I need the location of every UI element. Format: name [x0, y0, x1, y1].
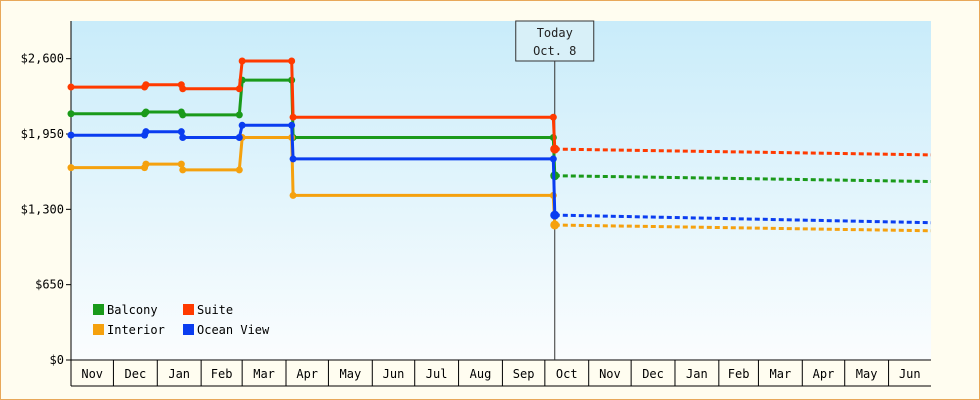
y-tick-label: $650: [35, 278, 64, 292]
suite-point: [238, 57, 246, 65]
x-tick-label: May: [340, 367, 362, 381]
legend-label-interior: Interior: [107, 323, 165, 337]
interior-forecast-line: [554, 223, 932, 233]
legend-label-balcony: Balcony: [107, 303, 158, 317]
suite-point: [550, 144, 560, 154]
legend-swatch-interior: [93, 324, 104, 335]
x-tick-label: Nov: [599, 367, 621, 381]
suite-forecast-line: [554, 147, 932, 157]
ocean-view-point: [549, 155, 557, 163]
interior-point: [142, 160, 150, 168]
axes: $0 $650 $1,300 $1,950 $2,600 Nov Dec Jan Feb Mar A…: [21, 21, 931, 387]
y-tick-label: $1,300: [21, 202, 64, 216]
suite-point: [235, 85, 243, 93]
balcony-point: [67, 110, 75, 118]
legend-swatch-suite: [183, 304, 194, 315]
y-tick-label: $0: [50, 353, 64, 367]
ocean-view-point: [289, 155, 297, 163]
y-tick-label: $1,950: [21, 127, 64, 141]
y-tick-label: $2,600: [21, 52, 64, 66]
x-tick-label: Oct: [556, 367, 578, 381]
x-tick-label: Nov: [81, 367, 103, 381]
x-tick-label: Aug: [470, 367, 492, 381]
interior-point: [179, 166, 187, 174]
series-layer: [67, 57, 932, 233]
x-tick-label: Jan: [686, 367, 708, 381]
today-marker: Today Oct. 8: [515, 20, 595, 360]
ocean-view-point: [179, 133, 187, 141]
today-label-line2: Oct. 8: [533, 44, 576, 58]
ocean-view-point: [235, 133, 243, 141]
balcony-point: [142, 108, 150, 116]
ocean-view-point: [142, 128, 150, 136]
suite-point: [549, 113, 557, 121]
legend-swatch-balcony: [93, 304, 104, 315]
ocean-view-point: [550, 210, 560, 220]
x-tick-label: Dec: [642, 367, 664, 381]
suite-point: [142, 81, 150, 89]
suite-point: [179, 85, 187, 93]
x-tick-label: Sep: [513, 367, 535, 381]
ocean-view-point: [238, 121, 246, 129]
legend-label-ocean-view: Ocean View: [197, 323, 270, 337]
legend-label-suite: Suite: [197, 303, 233, 317]
interior-point: [550, 220, 560, 230]
x-tick-label: Dec: [125, 367, 147, 381]
x-tick-label: Apr: [813, 367, 835, 381]
ocean-view-point: [177, 128, 185, 136]
x-tick-label: Feb: [211, 367, 233, 381]
legend-swatch-ocean-view: [183, 324, 194, 335]
x-tick-label: Jan: [168, 367, 190, 381]
balcony-point: [179, 111, 187, 119]
plot-area: [71, 21, 931, 360]
ocean-view-point: [67, 131, 75, 139]
interior-point: [235, 166, 243, 174]
x-tick-label: Feb: [728, 367, 750, 381]
ocean-view-forecast-line: [554, 213, 932, 225]
today-label-box: [515, 20, 595, 62]
x-tick-label: Jun: [383, 367, 405, 381]
today-label-line1: Today: [537, 26, 573, 40]
balcony-forecast-line: [554, 174, 932, 183]
suite-point: [289, 113, 297, 121]
interior-point: [289, 191, 297, 199]
series-interior: [67, 133, 932, 233]
series-suite: [67, 57, 932, 157]
suite-point: [288, 57, 296, 65]
suite-point: [67, 83, 75, 91]
x-tick-label: Jun: [899, 367, 921, 381]
series-ocean-view: [67, 121, 932, 225]
ocean-view-point: [288, 121, 296, 129]
x-tick-label: Mar: [770, 367, 792, 381]
x-tick-label: Mar: [253, 367, 275, 381]
interior-point: [67, 164, 75, 172]
balcony-point: [235, 111, 243, 119]
legend: Balcony Suite Interior Ocean View: [93, 303, 270, 337]
x-tick-label: Jul: [426, 367, 448, 381]
interior-point: [177, 160, 185, 168]
x-tick-label: May: [856, 367, 878, 381]
x-tick-label: Apr: [296, 367, 318, 381]
